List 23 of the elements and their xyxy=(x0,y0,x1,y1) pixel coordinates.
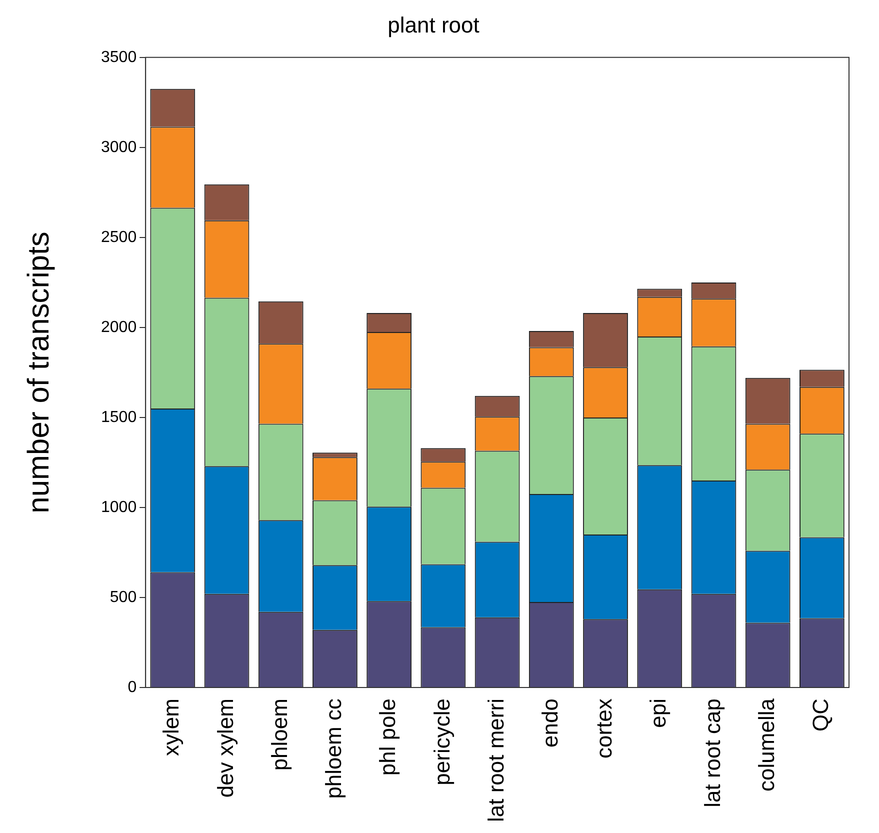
x-tick-label: columella xyxy=(754,698,779,792)
y-tick-label: 500 xyxy=(110,588,137,606)
y-tick-label: 0 xyxy=(128,678,137,696)
x-tick-label: pericycle xyxy=(429,698,454,786)
x-tick-label: epi xyxy=(646,698,671,728)
y-tick-label: 1500 xyxy=(101,408,137,426)
y-tick-label: 1000 xyxy=(101,498,137,516)
x-tick-label: dev xylem xyxy=(212,698,238,798)
x-tick-label: phloem cc xyxy=(321,698,346,799)
x-tick-label: cortex xyxy=(592,698,617,758)
x-tick-label: phl pole xyxy=(375,698,400,776)
x-tick-label: phloem xyxy=(266,698,292,771)
chart-title: plant root xyxy=(388,12,480,38)
y-tick-label: 3000 xyxy=(101,138,137,156)
x-tick-label: lat root merri xyxy=(483,698,508,822)
y-tick-label: 2000 xyxy=(101,318,137,336)
y-axis-title: number of transcripts xyxy=(22,232,56,514)
x-tick-label: lat root cap xyxy=(700,698,725,808)
y-tick-label: 3500 xyxy=(101,48,137,66)
x-tick-label: QC xyxy=(808,698,834,732)
x-tick-label: xylem xyxy=(158,698,184,756)
y-tick-label: 2500 xyxy=(101,228,137,246)
x-tick-label: endo xyxy=(537,698,562,748)
